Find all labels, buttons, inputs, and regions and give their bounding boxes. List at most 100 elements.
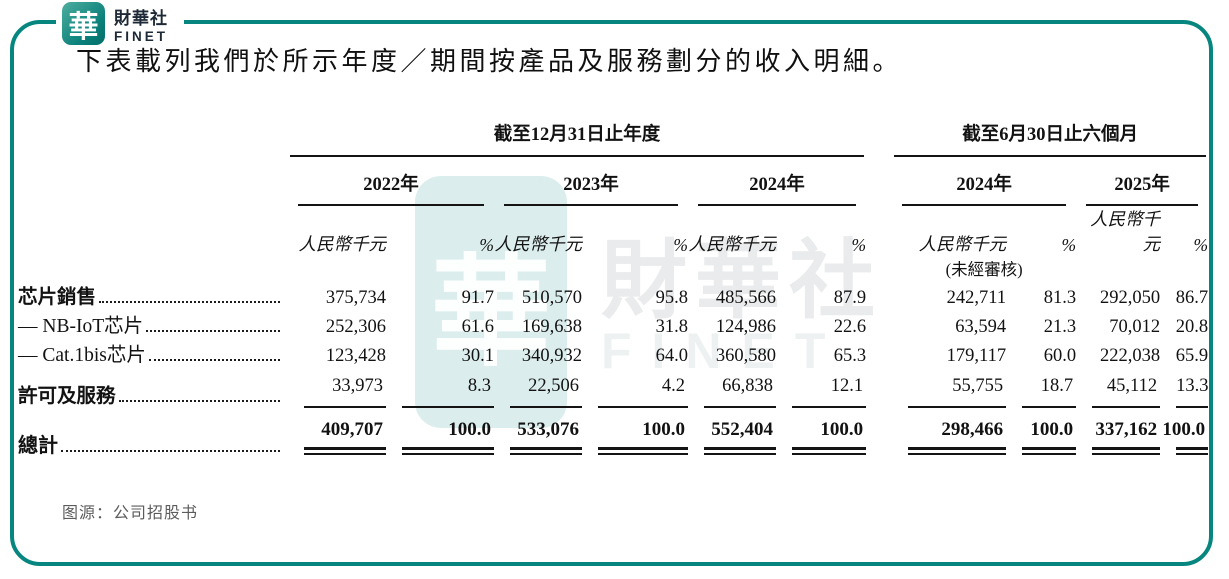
year-label: 2024年 [698,157,857,206]
spacer-cell [18,157,288,206]
source-note: 图源：公司招股书 [62,505,199,522]
dot-leader [99,301,280,303]
brand-name-en: FINET [114,28,168,44]
year-label: 2025年 [1086,157,1199,206]
value-cell: 12.1 [776,367,867,408]
total-value-cell: 533,076 [494,408,582,458]
unaudited-note: (未經審核) [945,260,1023,279]
amount-header: 人民幣千元 [494,234,583,254]
pct-header: % [479,235,494,255]
total-value-cell: 100.0 [386,408,494,458]
value-cell: 30.1 [461,346,494,366]
row-label-text: 芯片銷售 [18,287,97,308]
double-rule [792,447,867,455]
value-cell: 63,594 [955,317,1007,337]
double-rule [598,447,688,455]
row-label-cat1bis-chips: — Cat.1bis芯片 [18,338,288,367]
page-title: 下表載列我們於所示年度／期間按產品及服務劃分的收入明細。 [76,47,903,76]
value-cell: 55,755 [892,367,1007,408]
total-value-cell: 552,404 [688,408,776,458]
total-value-cell: 100.0 [1006,408,1077,458]
dot-leader [118,400,280,402]
year-header-2025-interim: 2025年 [1076,157,1208,206]
double-rule [1092,447,1161,455]
value-cell: 45,112 [1076,367,1161,408]
total-value-cell: 100.0 [776,408,867,458]
value-cell: 22.6 [833,317,867,337]
total-value-cell: 100.0 [1160,408,1209,458]
value-cell: 65.9 [1175,346,1209,366]
year-header-2023: 2023年 [494,157,688,206]
spacer-cell [288,256,866,280]
group-header-interim-label: 截至6月30日止六個月 [894,116,1207,157]
value-cell: 81.3 [1043,288,1077,308]
total-value-cell: 100.0 [582,408,688,458]
rounded-frame-border [10,20,1213,566]
row-label-text: — NB-IoT芯片 [18,316,144,337]
pct-header: % [1193,235,1209,255]
value-cell: 60.0 [1043,346,1077,366]
spacer-cell [18,206,288,256]
table-row-chip-sales: 芯片銷售 375,734 91.7 510,570 95.8 485,566 8… [18,280,1208,309]
value-cell: 169,638 [521,317,582,337]
row-label-text: 總計 [18,435,58,457]
value-cell: 33,973 [288,367,386,408]
double-rule [304,447,386,455]
unaudited-row: (未經審核) [18,256,1208,280]
dot-leader [61,450,280,452]
dot-leader [148,359,280,361]
spacer-cell [866,367,892,408]
value-cell: 360,580 [715,346,776,366]
value-cell: 485,566 [715,288,776,308]
table-row-total: 總計 409,707 100.0 533,076 100.0 552,404 1… [18,408,1209,458]
double-rule [510,447,582,455]
year-label: 2024年 [902,157,1067,206]
spacer-cell [18,256,288,280]
table-row-licensing-services: 許可及服務 33,973 8.3 22,506 4.2 66,838 12.1 … [18,367,1208,408]
value-cell: 123,428 [325,346,386,366]
value-cell: 375,734 [325,288,386,308]
value-cell: 13.3 [1160,367,1208,408]
pct-header: % [673,235,688,255]
year-header-2024: 2024年 [688,157,866,206]
value-cell: 179,117 [946,346,1007,366]
group-header-interim: 截至6月30日止六個月 [892,116,1208,157]
spacer-cell [866,256,892,280]
year-label: 2023年 [504,157,678,206]
value-cell: 4.2 [582,367,688,408]
total-value-cell: 409,707 [288,408,386,458]
group-header-row: 截至12月31日止年度 截至6月30日止六個月 [18,116,1208,157]
value-cell: 340,932 [521,346,582,366]
value-cell: 21.3 [1043,317,1077,337]
value-cell: 252,306 [325,317,386,337]
value-cell: 31.8 [655,317,688,337]
year-label: 2022年 [298,157,484,206]
value-cell: 222,038 [1099,346,1161,366]
double-rule [704,447,776,455]
amount-header: 人民幣千元 [1090,209,1161,254]
pct-header: % [851,235,867,255]
year-header-row: 2022年 2023年 2024年 2024年 2025年 [18,157,1208,206]
value-cell: 70,012 [1109,317,1161,337]
total-value-cell: 337,162 [1076,408,1161,458]
group-header-annual: 截至12月31日止年度 [288,116,866,157]
value-cell: 66,838 [688,367,776,408]
double-rule [1176,447,1209,455]
amount-header: 人民幣千元 [918,234,1007,254]
table-row-cat1bis-chips: — Cat.1bis芯片 123,428 30.1 340,932 64.0 3… [18,338,1208,367]
value-cell: 510,570 [521,288,582,308]
value-cell: 20.8 [1175,317,1209,337]
value-cell: 8.3 [386,367,494,408]
brand-name-zh: 財華社 [114,8,168,28]
finet-logo-icon: 華 [62,2,105,45]
dot-leader [146,330,280,332]
spacer-cell [18,116,288,157]
row-label-licensing-services: 許可及服務 [18,367,288,408]
subheader-row: 人民幣千元 % 人民幣千元 % 人民幣千元 % 人民幣千元 % 人民幣千元 % [18,206,1209,256]
double-rule [908,447,1007,455]
value-cell: 86.7 [1175,288,1209,308]
double-rule [1022,447,1077,455]
row-label-chip-sales: 芯片銷售 [18,280,288,309]
table-row-nbiot-chips: — NB-IoT芯片 252,306 61.6 169,638 31.8 124… [18,309,1208,338]
